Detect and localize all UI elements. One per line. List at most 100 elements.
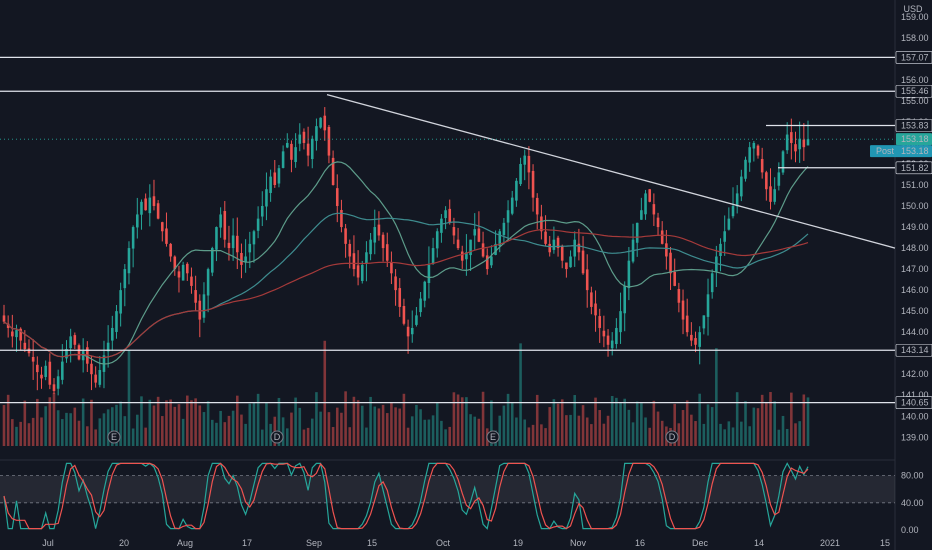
candle [44,365,47,377]
volume-bar [790,392,793,446]
date-label-8: Nov [570,538,587,548]
candle [690,334,693,341]
volume-bar [785,428,789,446]
candle [244,256,247,263]
volume-bar [744,401,747,446]
volume-bar [186,395,189,446]
trendline[interactable] [326,93,896,249]
volume-bar [302,429,306,446]
price-tick-2: 141.00 [901,390,929,400]
candle [269,176,272,193]
volume-bar [773,401,776,446]
candle [435,231,439,249]
candle [769,186,772,202]
volume-bar [473,416,477,446]
event-marker-2[interactable] [486,430,500,444]
price-label-1: 155.46 [901,86,929,96]
candle [202,294,206,318]
candle [785,134,789,151]
candle [402,306,406,324]
candle [740,176,743,197]
candle [69,336,72,349]
candle [40,374,43,379]
event-marker-1[interactable] [270,430,284,444]
candle [760,158,764,173]
volume-bar [156,396,160,446]
volume-bar [256,393,260,446]
candle [556,237,560,249]
price-tick-8: 147.00 [901,264,929,274]
candle [235,235,239,253]
candle [344,228,347,244]
candle [477,228,481,242]
candle [56,376,60,389]
volume-bar [365,427,368,446]
candle [152,196,156,207]
volume-bar [44,406,47,446]
volume-bar [794,423,797,446]
price-tick-12: 151.00 [901,180,929,190]
date-label-5: 15 [367,538,377,548]
volume-bar [606,415,610,446]
volume-bar [148,399,152,446]
candle [656,217,660,228]
volume-bar [123,416,127,446]
candle [452,227,456,236]
volume-bar [348,427,352,446]
candle [381,234,385,249]
volume-bar [715,348,718,446]
volume-bar [77,420,81,446]
volume-bar [2,405,6,446]
volume-bar [260,429,264,446]
candle [327,126,331,156]
candle [669,252,672,274]
candle [594,303,597,316]
volume-bar [144,427,147,446]
volume-bar [15,426,18,446]
volume-bar [535,394,539,446]
volume-bar [219,410,222,446]
volume-bar [90,399,93,446]
candle [335,188,339,207]
volume-bar [431,415,435,446]
volume-bar [136,414,139,446]
candle [773,189,776,202]
volume-bar [56,410,60,446]
candle [660,230,664,244]
price-tick-16: 155.00 [901,96,929,106]
oscillator-band [0,475,895,503]
volume-bar [577,415,581,446]
candle [156,203,160,219]
candle [352,253,356,270]
candle [610,340,614,349]
event-marker-3[interactable] [665,430,679,444]
candle [265,189,268,207]
volume-bar [702,423,706,446]
candle [752,142,756,149]
candle [465,252,468,260]
volume-bar [690,414,693,446]
volume-bar [660,420,664,446]
date-label-12: 2021 [820,538,840,548]
price-tick-10: 149.00 [901,222,929,232]
candle [36,364,39,373]
candle [285,142,289,148]
volume-bar [102,413,106,446]
price-tick-6: 145.00 [901,306,929,316]
candle [494,243,497,255]
event-marker-0[interactable] [107,430,121,444]
currency-label: USD [903,4,923,14]
volume-bar [235,395,239,446]
post-tag [870,145,932,158]
event-marker-label-0: E [111,432,117,442]
volume-bar [202,412,206,446]
candle [373,227,377,243]
candle [777,172,781,186]
volume-bar [644,417,647,446]
volume-bar [323,340,327,446]
volume-bar [648,427,651,446]
candle [248,243,252,253]
volume-bar [798,421,801,446]
candle [456,239,460,249]
